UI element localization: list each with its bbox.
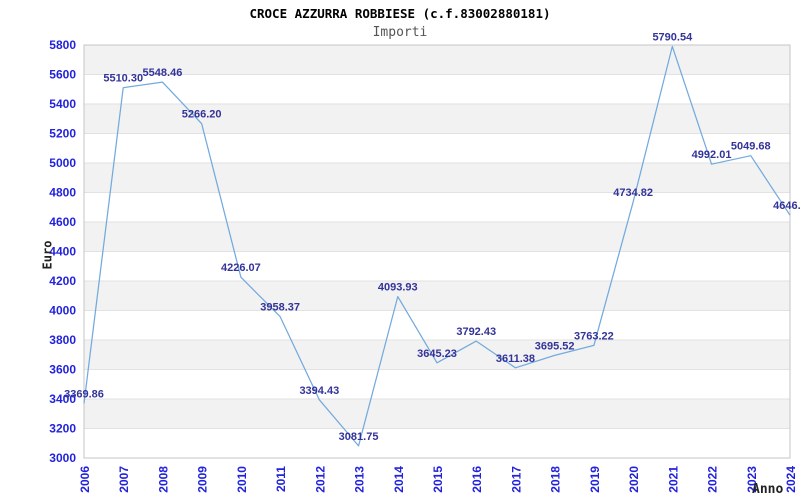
plot-band bbox=[84, 340, 790, 370]
point-label: 4734.82 bbox=[613, 187, 653, 199]
plot-band bbox=[84, 45, 790, 75]
plot-band bbox=[84, 399, 790, 429]
plot-band bbox=[84, 133, 790, 163]
point-label: 5266.20 bbox=[182, 109, 222, 121]
x-tick-label: 2019 bbox=[588, 466, 602, 493]
plot-band bbox=[84, 74, 790, 104]
y-tick-label: 4400 bbox=[49, 245, 76, 259]
chart-title: CROCE AZZURRA ROBBIESE (c.f.83002880181) bbox=[249, 6, 551, 21]
y-tick-label: 3800 bbox=[49, 333, 76, 347]
y-tick-label: 3600 bbox=[49, 363, 76, 377]
plot-band bbox=[84, 192, 790, 222]
x-tick-label: 2024 bbox=[784, 466, 798, 493]
plot-band bbox=[84, 163, 790, 193]
x-tick-label: 2012 bbox=[313, 466, 327, 493]
y-axis-title: Euro bbox=[40, 240, 55, 270]
point-label: 3394.43 bbox=[299, 385, 339, 397]
plot-band bbox=[84, 310, 790, 340]
y-tick-label: 5200 bbox=[49, 127, 76, 141]
point-label: 5049.68 bbox=[731, 141, 771, 153]
y-tick-label: 4800 bbox=[49, 186, 76, 200]
plot-band bbox=[84, 369, 790, 399]
point-label: 4992.01 bbox=[692, 149, 732, 161]
point-label: 4646.4 bbox=[773, 200, 800, 212]
x-axis-title: Anno bbox=[752, 482, 784, 497]
y-tick-label: 5800 bbox=[49, 38, 76, 52]
point-label: 3792.43 bbox=[456, 326, 496, 338]
x-tick-label: 2017 bbox=[509, 466, 523, 493]
plot-band bbox=[84, 428, 790, 458]
y-tick-label: 4600 bbox=[49, 215, 76, 229]
point-label: 5790.54 bbox=[652, 31, 693, 43]
x-tick-label: 2023 bbox=[745, 466, 759, 493]
y-tick-label: 5600 bbox=[49, 68, 76, 82]
x-tick-label: 2016 bbox=[470, 466, 484, 493]
plot-border bbox=[83, 44, 791, 459]
x-tick-label: 2006 bbox=[78, 466, 92, 493]
x-tick-label: 2009 bbox=[196, 466, 210, 493]
y-tick-label: 4000 bbox=[49, 304, 76, 318]
y-tick-label: 3200 bbox=[49, 422, 76, 436]
x-tick-label: 2007 bbox=[117, 466, 131, 493]
point-label: 3081.75 bbox=[339, 431, 379, 443]
plot-band bbox=[84, 281, 790, 311]
point-label: 3645.23 bbox=[417, 348, 457, 360]
y-tick-label: 5000 bbox=[49, 156, 76, 170]
plot-band bbox=[84, 251, 790, 281]
x-tick-label: 2013 bbox=[353, 466, 367, 493]
point-label: 3611.38 bbox=[496, 353, 535, 365]
x-tick-label: 2018 bbox=[549, 466, 563, 493]
x-tick-label: 2011 bbox=[274, 466, 288, 492]
point-label: 3695.52 bbox=[535, 340, 575, 352]
x-tick-label: 2021 bbox=[666, 466, 680, 493]
point-label: 3958.37 bbox=[260, 302, 300, 314]
x-tick-label: 2008 bbox=[156, 466, 170, 493]
x-tick-label: 2022 bbox=[706, 466, 720, 493]
x-tick-label: 2020 bbox=[627, 466, 641, 493]
x-tick-label: 2014 bbox=[392, 466, 406, 493]
plot-band bbox=[84, 104, 790, 134]
point-label: 3763.22 bbox=[574, 330, 614, 342]
point-label: 4226.07 bbox=[221, 262, 261, 274]
y-tick-label: 3000 bbox=[49, 451, 76, 465]
point-label: 5548.46 bbox=[143, 67, 183, 79]
point-label: 3369.86 bbox=[64, 388, 104, 400]
data-line bbox=[83, 45, 791, 447]
plot-band bbox=[84, 222, 790, 252]
x-tick-label: 2015 bbox=[431, 466, 445, 493]
y-tick-label: 5400 bbox=[49, 97, 76, 111]
chart-subtitle: Importi bbox=[372, 25, 428, 40]
y-tick-label: 4200 bbox=[49, 274, 76, 288]
x-tick-label: 2010 bbox=[235, 466, 249, 493]
y-tick-label: 3400 bbox=[49, 392, 76, 406]
point-label: 5510.30 bbox=[103, 73, 143, 85]
point-label: 4093.93 bbox=[378, 282, 418, 294]
